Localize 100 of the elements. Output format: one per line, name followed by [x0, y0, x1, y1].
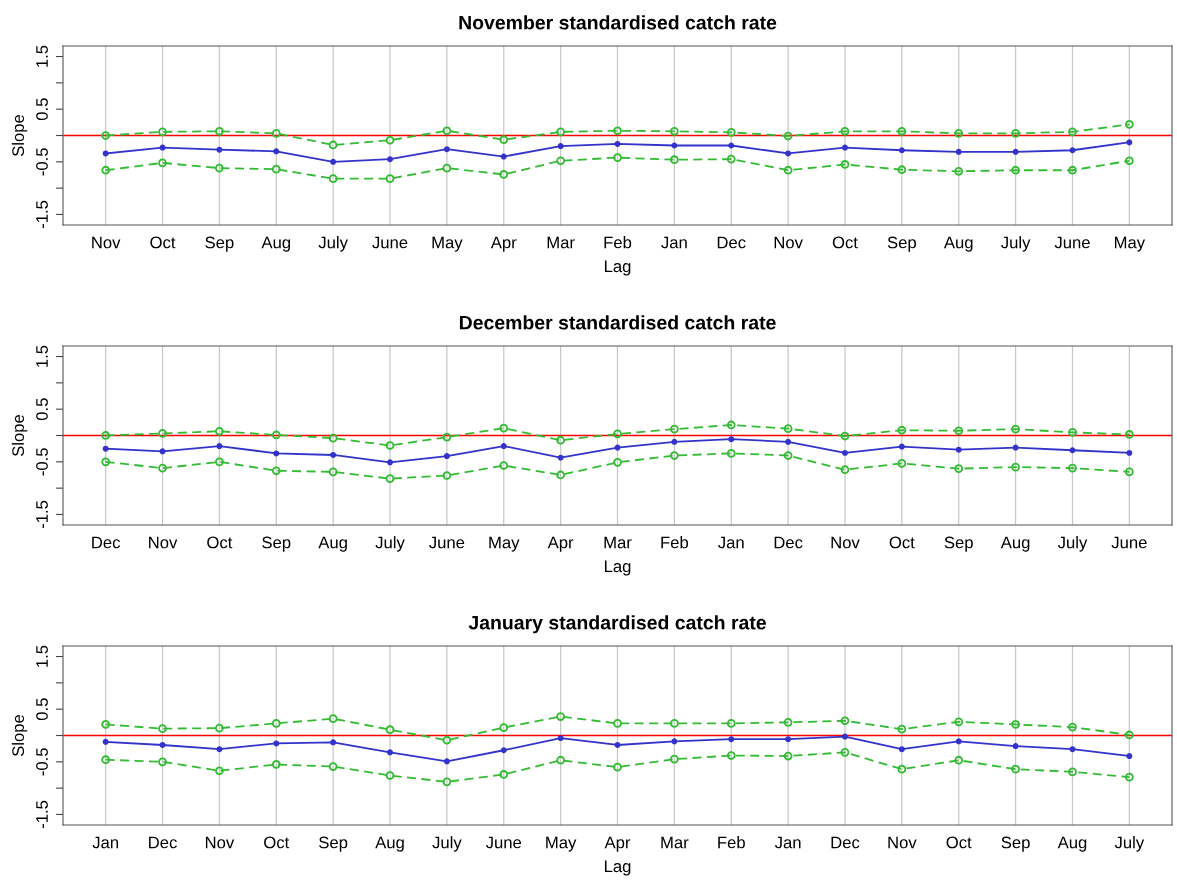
- point: [783, 717, 793, 727]
- chart-title: November standardised catch rate: [459, 15, 777, 30]
- x-tick-label: June: [372, 236, 408, 249]
- point: [158, 757, 167, 767]
- point: [158, 127, 167, 137]
- point: [671, 142, 678, 149]
- point: [1068, 722, 1077, 732]
- point: [614, 140, 621, 147]
- point: [1124, 467, 1134, 477]
- point: [1011, 720, 1020, 729]
- point: [955, 446, 962, 453]
- point: [840, 465, 850, 475]
- point: [669, 155, 679, 165]
- point: [442, 432, 452, 442]
- point: [898, 746, 905, 753]
- point: [271, 164, 281, 174]
- x-tick-label: Feb: [604, 236, 632, 249]
- point: [954, 717, 964, 727]
- x-tick-label: June: [1111, 536, 1147, 549]
- point: [215, 766, 224, 776]
- point: [159, 741, 166, 748]
- point: [840, 126, 850, 136]
- y-tick-label: 1.5: [36, 45, 48, 67]
- point: [499, 770, 509, 779]
- point: [215, 163, 224, 173]
- x-tick-label: Dec: [149, 836, 177, 849]
- point: [499, 170, 509, 179]
- x-tick-label: July: [375, 536, 405, 552]
- point: [557, 143, 564, 150]
- x-tick-label: Oct: [207, 536, 233, 549]
- point: [897, 459, 907, 468]
- x-tick-label: Nov: [831, 536, 860, 549]
- point: [101, 755, 111, 765]
- point: [1012, 444, 1019, 451]
- x-tick-label: Apr: [490, 236, 517, 252]
- x-tick-label: July: [1001, 236, 1031, 252]
- x-tick-label: Sep: [205, 236, 234, 252]
- point: [1011, 424, 1020, 434]
- point: [783, 424, 793, 434]
- point: [101, 431, 111, 440]
- x-tick-label: Oct: [264, 836, 290, 849]
- y-tick-label: 1.5: [36, 645, 48, 667]
- point: [216, 443, 223, 450]
- x-tick-label: May: [546, 836, 577, 852]
- x-tick-label: Feb: [718, 836, 745, 849]
- point: [783, 165, 793, 175]
- x-tick-label: Aug: [1057, 836, 1087, 852]
- point: [442, 126, 452, 136]
- x-tick-label: Nov: [149, 536, 178, 549]
- point: [556, 712, 566, 721]
- x-tick-label: Apr: [604, 836, 631, 852]
- point: [897, 425, 907, 435]
- point: [102, 738, 109, 745]
- point: [442, 163, 452, 173]
- point: [159, 144, 166, 151]
- point: [783, 451, 793, 460]
- point: [613, 126, 622, 136]
- point: [726, 719, 736, 728]
- x-tick-label: Oct: [946, 836, 972, 849]
- point: [500, 443, 507, 450]
- y-tick-label: 0.5: [36, 398, 48, 421]
- point: [216, 746, 223, 753]
- x-tick-label: Aug: [943, 236, 973, 252]
- point: [1126, 753, 1133, 760]
- point: [385, 441, 395, 450]
- point: [840, 747, 850, 757]
- point: [330, 158, 337, 165]
- point: [500, 747, 507, 754]
- point: [1124, 120, 1134, 129]
- point: [669, 424, 679, 434]
- point: [1068, 427, 1077, 437]
- y-axis-title: Slope: [11, 114, 28, 157]
- point: [101, 165, 111, 175]
- point: [443, 146, 450, 153]
- point: [499, 135, 509, 145]
- x-tick-label: June: [1054, 236, 1090, 249]
- point: [216, 146, 223, 153]
- point: [385, 725, 395, 735]
- point: [841, 733, 848, 740]
- y-axis-title: Slope: [11, 414, 28, 457]
- point: [499, 423, 509, 433]
- x-tick-label: Dec: [92, 536, 121, 549]
- point: [215, 126, 224, 136]
- x-tick-label: May: [1114, 236, 1146, 252]
- point: [1068, 165, 1077, 175]
- point: [271, 430, 281, 440]
- point: [442, 735, 452, 745]
- x-tick-label: Aug: [261, 236, 291, 252]
- point: [1124, 156, 1134, 166]
- point: [557, 735, 564, 742]
- x-tick-label: Jan: [774, 836, 801, 849]
- point: [387, 156, 394, 163]
- y-tick-label: 0.5: [36, 98, 48, 121]
- point: [669, 126, 679, 136]
- point: [557, 454, 564, 461]
- point: [840, 160, 850, 169]
- point: [499, 723, 509, 732]
- x-tick-label: Aug: [1000, 536, 1030, 552]
- point: [613, 762, 622, 772]
- point: [271, 466, 281, 476]
